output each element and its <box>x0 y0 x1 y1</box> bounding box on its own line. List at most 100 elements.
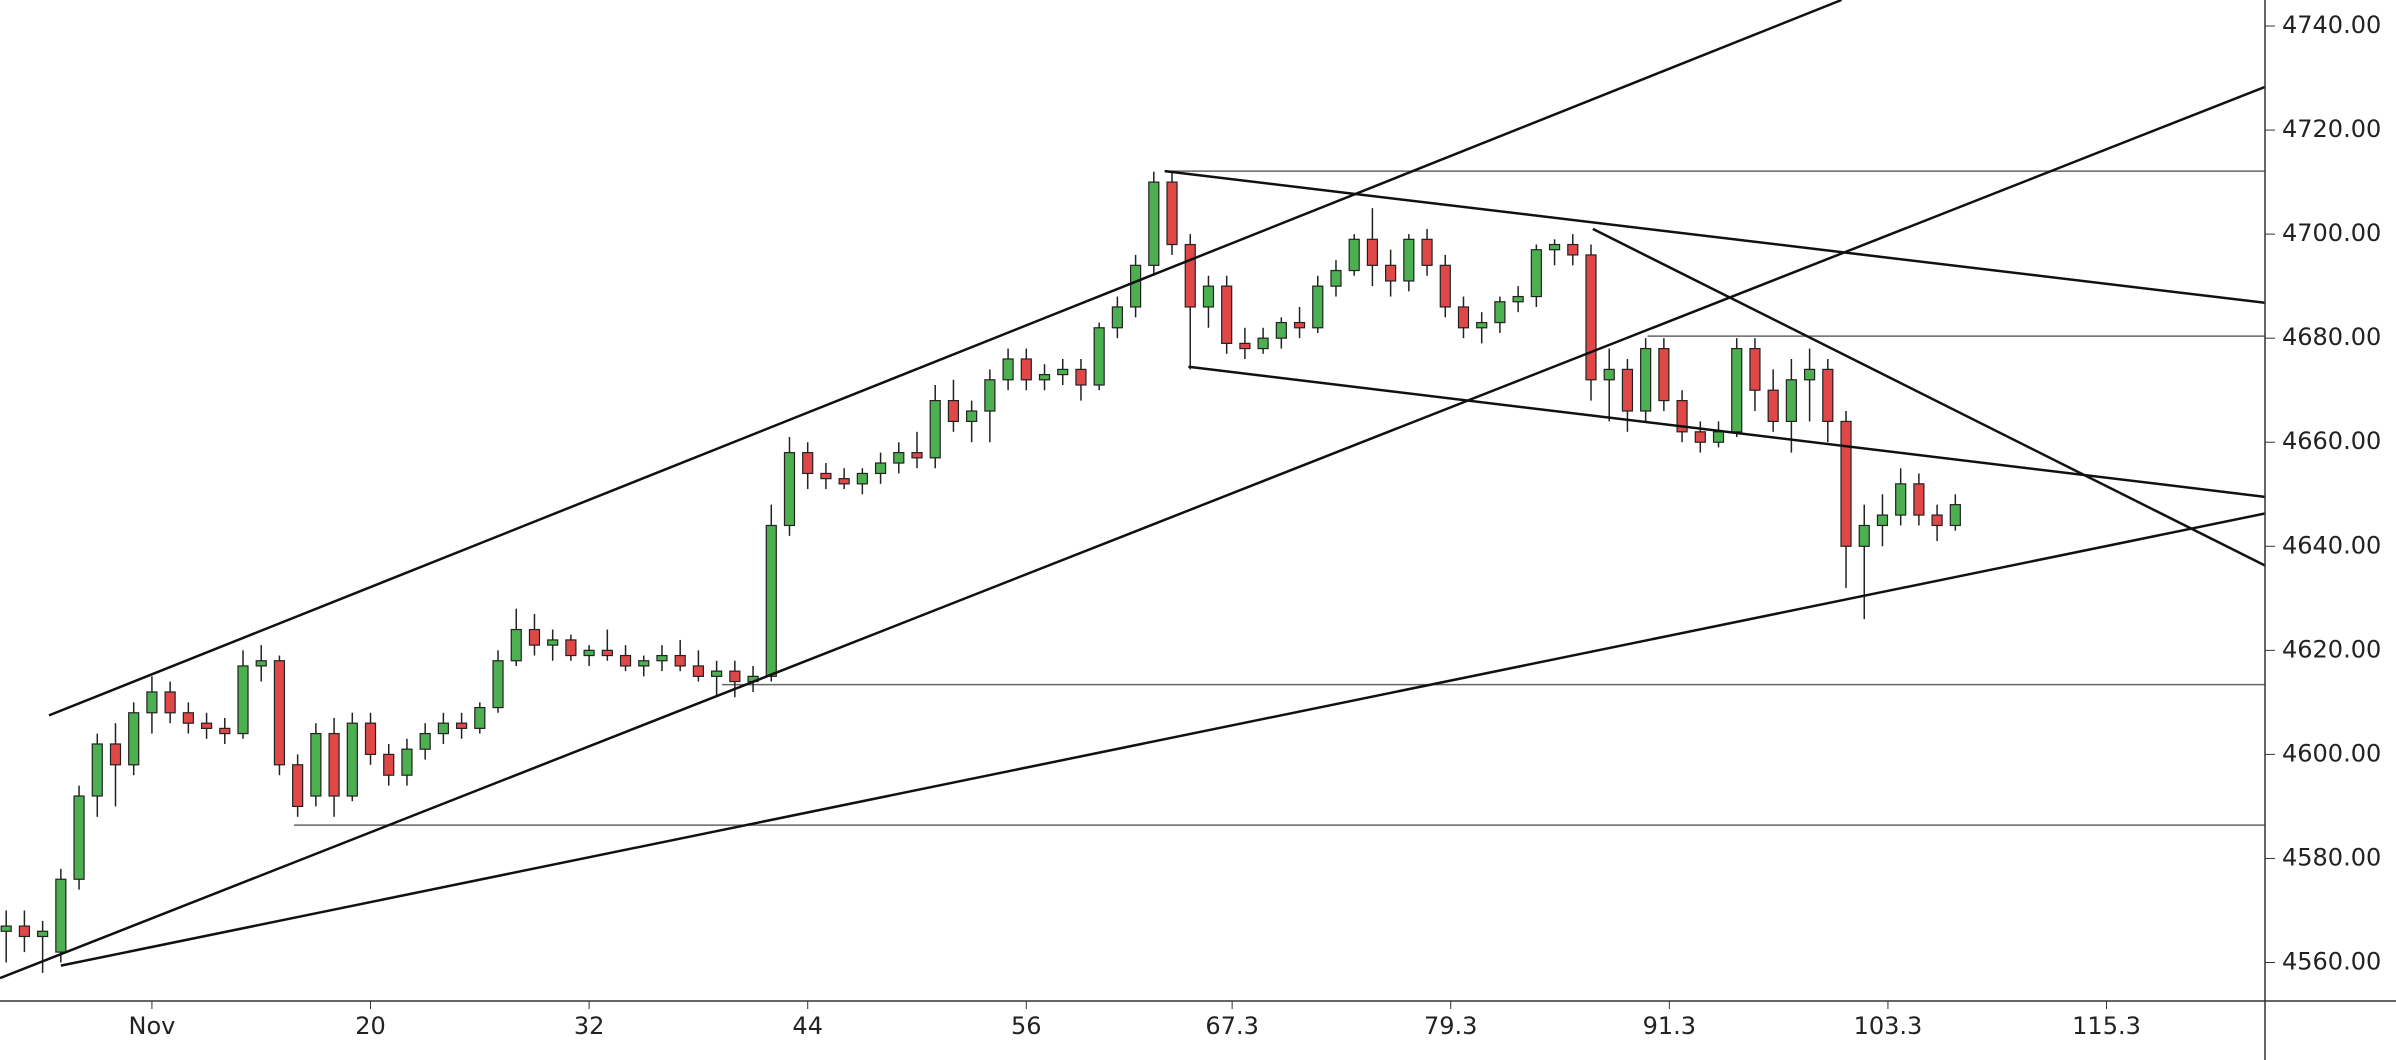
candle-body <box>1913 483 1925 516</box>
candle-body <box>1257 337 1269 350</box>
candle-body <box>1694 431 1706 443</box>
candle-body <box>947 400 960 423</box>
x-tick-label: 79.3 <box>1424 1012 1477 1040</box>
candle-body <box>1640 347 1652 412</box>
trendline <box>48 0 1842 717</box>
candle-body <box>200 722 213 729</box>
candle-body <box>1457 306 1470 329</box>
candle-body <box>37 930 49 938</box>
x-tick-label: 67.3 <box>1205 1012 1258 1040</box>
candle-body <box>911 452 923 459</box>
x-tick-label: 103.3 <box>1854 1012 1923 1040</box>
candle-body <box>1621 368 1634 412</box>
candle-body <box>1093 327 1105 386</box>
candle-body <box>91 743 103 797</box>
candle-body <box>1275 321 1287 339</box>
candle-body <box>1749 347 1761 391</box>
candle-body <box>1129 264 1142 308</box>
candle-body <box>783 452 796 527</box>
candle-body <box>73 795 85 880</box>
candle-body <box>1840 420 1852 547</box>
candle-body <box>1949 504 1961 527</box>
candle-body <box>1530 249 1542 298</box>
candle-body <box>1658 347 1670 402</box>
candle-body <box>1676 400 1688 433</box>
candle-body <box>565 639 577 657</box>
x-tick-label: Nov <box>129 1012 176 1040</box>
candle-body <box>237 665 249 735</box>
candle-body <box>1585 254 1597 381</box>
candle-body <box>510 628 522 662</box>
candle-body <box>1366 238 1379 266</box>
candle-body <box>929 400 941 459</box>
candle-body <box>802 452 814 475</box>
candle-body <box>1895 483 1907 516</box>
candle-body <box>437 722 449 735</box>
candle-body <box>1439 264 1451 308</box>
candle-body <box>1494 301 1506 324</box>
candle-body <box>1931 514 1943 527</box>
candle-body <box>619 654 632 667</box>
candle-body <box>1111 306 1123 329</box>
candle-body <box>1603 368 1615 381</box>
x-tick-label: 56 <box>1011 1012 1042 1040</box>
y-tick-label: 4600.00 <box>2282 739 2381 767</box>
candle-body <box>419 732 431 750</box>
trendline <box>0 85 2265 980</box>
candle-body <box>1057 368 1069 376</box>
candle-body <box>893 452 905 464</box>
candle-body <box>692 665 705 677</box>
candle-body <box>1803 368 1816 381</box>
x-tick-label: 32 <box>574 1012 605 1040</box>
candle-body <box>492 660 504 709</box>
candle-body <box>1731 347 1743 433</box>
x-tick-label: 91.3 <box>1643 1012 1696 1040</box>
candle-body <box>1202 285 1215 308</box>
candle-body <box>364 722 377 755</box>
candle-body <box>164 691 176 714</box>
candle-body <box>874 462 887 475</box>
x-tick-label: 20 <box>355 1012 386 1040</box>
trendline <box>1592 227 2265 567</box>
y-tick-label: 4680.00 <box>2282 323 2381 351</box>
candle-body <box>1822 368 1834 423</box>
y-tick-label: 4560.00 <box>2282 948 2381 976</box>
candle-body <box>601 649 613 657</box>
candle-body <box>455 722 468 729</box>
candle-body <box>273 660 286 766</box>
trendline <box>1164 169 2265 305</box>
y-tick-label: 4720.00 <box>2282 115 2381 143</box>
candle-body <box>1476 321 1488 329</box>
candle-body <box>838 478 850 485</box>
candle-body <box>1020 358 1032 381</box>
candle-body <box>656 654 668 662</box>
candle-body <box>856 472 868 485</box>
candle-body <box>146 691 158 714</box>
candle-body <box>1767 389 1779 423</box>
candle-body <box>310 732 322 797</box>
candle-body <box>1567 243 1579 256</box>
candle-body <box>55 878 67 953</box>
candle-body <box>528 628 541 646</box>
candle-body <box>966 410 978 423</box>
x-tick-label: 44 <box>792 1012 823 1040</box>
candle-body <box>583 649 595 657</box>
candle-body <box>128 712 140 766</box>
candle-body <box>474 706 486 729</box>
candle-body <box>1002 358 1014 381</box>
candle-body <box>1512 295 1524 303</box>
candle-body <box>1858 524 1870 547</box>
candle-body <box>1166 181 1178 246</box>
y-tick-label: 4580.00 <box>2282 843 2381 871</box>
candle-body <box>1312 285 1324 329</box>
candle-body <box>638 660 650 667</box>
candle-body <box>1330 269 1342 287</box>
candle-body <box>292 764 304 808</box>
plot-area <box>0 0 2265 980</box>
candle-body <box>984 379 996 412</box>
candle-body <box>383 753 395 776</box>
candle-body <box>18 925 31 938</box>
candle-body <box>711 670 723 677</box>
